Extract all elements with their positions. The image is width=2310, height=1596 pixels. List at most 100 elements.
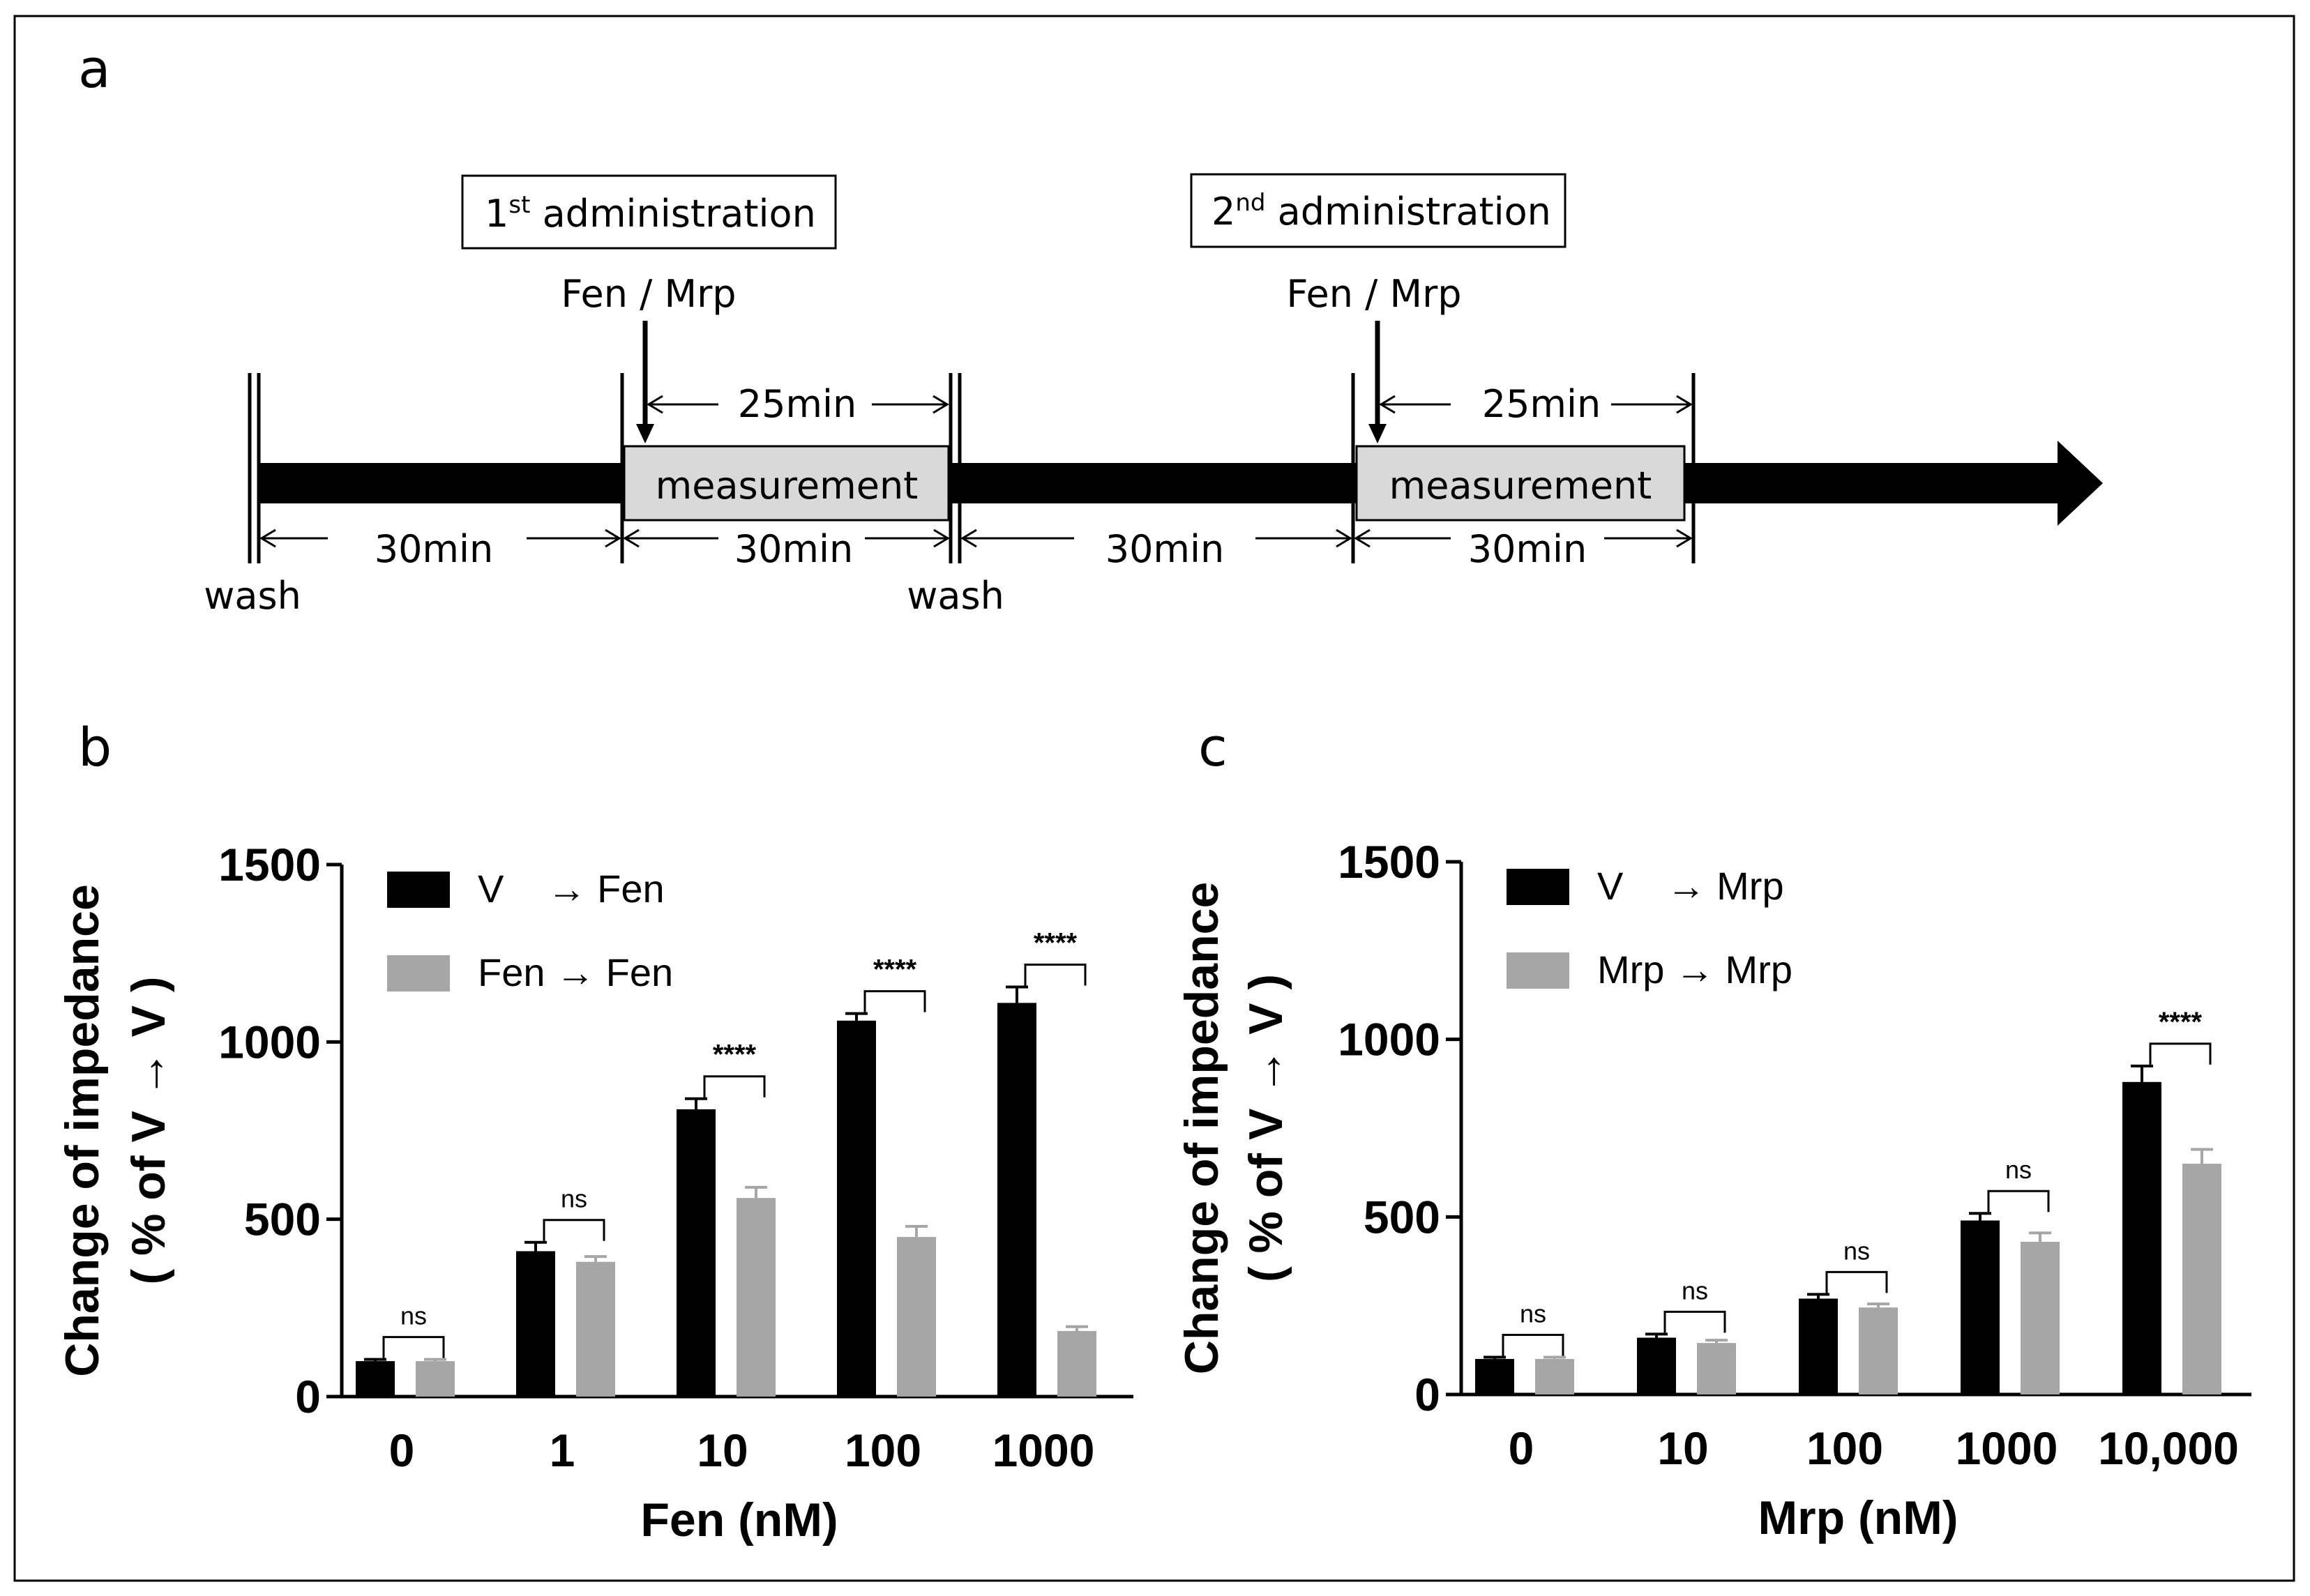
x-tick-label: 1 [550, 1424, 575, 1476]
x-tick-label: 0 [389, 1424, 415, 1476]
interval-25-2-right-head [1676, 395, 1693, 414]
measurement-label-2: measurement [1389, 464, 1652, 508]
x-tick-label: 10 [1657, 1422, 1708, 1474]
panel-a-timeline: a 1st administration 2nd administration … [78, 38, 2103, 618]
interval-25-2-left-head [1379, 395, 1396, 414]
bar [356, 1361, 395, 1397]
y-tick-label: 1000 [1338, 1014, 1440, 1065]
x-tick-label: 100 [1806, 1422, 1883, 1474]
interval-30-c-right-head [1336, 529, 1352, 548]
legend-label: Fen → Fen [478, 950, 673, 994]
drug-label-2: Fen / Mrp [1286, 272, 1461, 316]
y-tick-label: 1000 [218, 1016, 321, 1067]
bar [2021, 1241, 2060, 1394]
measurement-label-1: measurement [656, 464, 919, 508]
x-axis-title: Fen (nM) [640, 1494, 838, 1546]
bar [1697, 1343, 1736, 1394]
bar [2122, 1081, 2161, 1394]
interval-30-label-c: 30min [1105, 527, 1225, 571]
interval-30-label-b: 30min [734, 527, 854, 571]
timeline-markers [248, 373, 1696, 563]
bar [1859, 1307, 1898, 1394]
second-administration-label: 2nd administration [1211, 189, 1551, 234]
interval-30-d-left-head [1354, 529, 1371, 548]
bar [576, 1261, 615, 1397]
interval-30-d-right-head [1676, 529, 1693, 548]
drug-label-1: Fen / Mrp [561, 272, 736, 316]
significance-label: ns [2005, 1155, 2032, 1184]
admin-arrow-1-head [636, 424, 654, 443]
significance-bracket [382, 1336, 445, 1358]
x-tick-label: 100 [845, 1424, 921, 1476]
legend-label: V → Mrp [1597, 864, 1784, 908]
interval-arrows [259, 395, 1693, 548]
y-tick-label: 1500 [1338, 836, 1440, 888]
y-tick-label: 500 [1364, 1191, 1440, 1242]
significance-label: **** [873, 955, 917, 985]
y-axis-title: Change of impedance [56, 884, 109, 1377]
y-tick-label: 0 [295, 1371, 321, 1422]
second-administration-box [1190, 173, 1567, 248]
interval-25-1-left-head [647, 395, 663, 414]
significance-label: ns [400, 1302, 427, 1330]
x-tick-label: 10 [697, 1424, 748, 1476]
legend-label: V → Fen [478, 867, 665, 911]
significance-bracket [863, 990, 926, 1012]
significance-bracket [1024, 963, 1087, 986]
x-tick-label: 1000 [1956, 1422, 2058, 1474]
x-tick-label: 10,000 [2098, 1422, 2239, 1474]
significance-label: ns [1682, 1276, 1708, 1305]
bar [1799, 1298, 1838, 1394]
legend-swatch [387, 955, 450, 991]
x-axis-title: Mrp (nM) [1758, 1491, 1958, 1544]
bar [1475, 1359, 1514, 1394]
interval-30-a-right-head [605, 529, 621, 548]
y-tick-label: 0 [1414, 1369, 1440, 1420]
y-axis-title: Change of impedance [1175, 882, 1228, 1375]
legend-swatch [1507, 952, 1569, 989]
bar [997, 1003, 1036, 1397]
panel-label-a: a [78, 38, 111, 100]
x-tick-label: 1000 [992, 1424, 1095, 1476]
wash-label-2: wash [907, 574, 1004, 618]
panel-label-b: b [78, 716, 112, 778]
panel-label-c: c [1198, 716, 1228, 778]
significance-label: ns [561, 1185, 587, 1213]
timeline-bar [258, 463, 2064, 503]
significance-label: **** [1034, 927, 1078, 958]
significance-label: **** [2159, 1007, 2203, 1038]
interval-25-1-right-head [933, 395, 949, 414]
y-tick-label: 1500 [218, 839, 321, 890]
interval-30-label-d: 30min [1468, 527, 1587, 571]
interval-30-b-left-head [623, 529, 640, 548]
interval-30-label-a: 30min [375, 527, 494, 571]
bar [677, 1109, 716, 1397]
admin-arrow-2-head [1368, 424, 1387, 443]
bar [1057, 1330, 1096, 1397]
significance-bracket [1825, 1270, 1888, 1293]
bar [416, 1361, 455, 1397]
y-axis-title-line2: ( % of V → V ) [1239, 974, 1292, 1282]
interval-30-c-left-head [960, 529, 977, 548]
wash-label-1: wash [204, 574, 301, 618]
measurement-box-2 [1355, 445, 1686, 522]
bar [1961, 1220, 2000, 1394]
significance-bracket [543, 1219, 605, 1241]
bar [516, 1251, 555, 1397]
interval-30-a-left-head [259, 529, 276, 548]
significance-bracket [1987, 1190, 2050, 1213]
bar [897, 1237, 936, 1397]
legend-swatch [387, 872, 450, 908]
bar [837, 1020, 876, 1397]
bar [1535, 1359, 1574, 1394]
x-tick-label: 0 [1509, 1422, 1534, 1474]
significance-bracket [2149, 1042, 2212, 1065]
significance-bracket [1663, 1310, 1726, 1333]
bar [737, 1198, 776, 1397]
first-administration-label: 1st administration [485, 191, 816, 236]
significance-bracket [703, 1075, 766, 1097]
interval-25-label-1: 25min [738, 382, 857, 426]
